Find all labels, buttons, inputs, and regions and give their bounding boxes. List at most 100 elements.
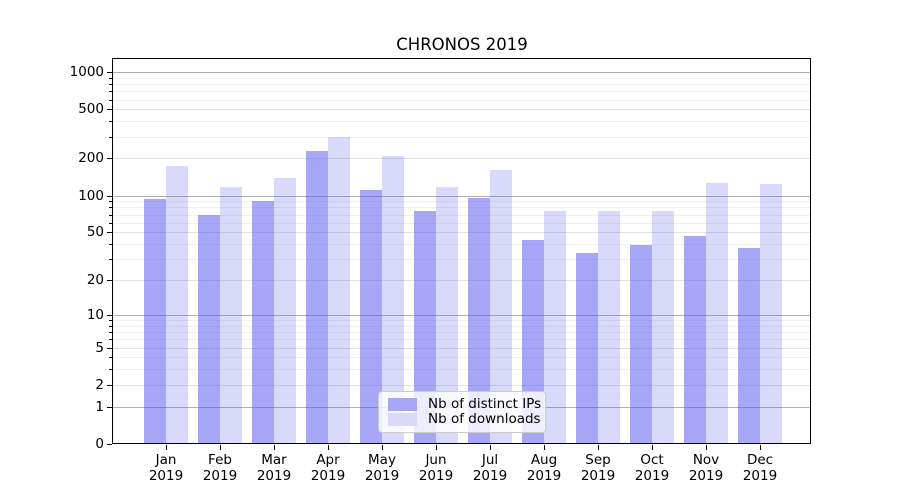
ytick-label-20: 20 <box>86 272 104 289</box>
ytick-mark-5 <box>107 347 112 349</box>
xtick-label-jan: Jan 2019 <box>148 452 184 484</box>
gridline-y-60 <box>113 222 810 224</box>
bar-nov-distinct-ips <box>684 235 706 444</box>
ytick-minor-400 <box>109 121 112 123</box>
xtick-label-apr: Apr 2019 <box>310 452 346 484</box>
gridline-y-1000 <box>113 72 810 73</box>
ytick-minor-9 <box>109 320 112 321</box>
gridline-y-10 <box>113 314 810 316</box>
ytick-label-100: 100 <box>78 187 104 204</box>
ytick-minor-60 <box>109 222 112 224</box>
bar-jul-downloads <box>490 170 512 444</box>
gridline-y-300 <box>113 136 810 138</box>
xtick-mark-apr <box>328 445 329 450</box>
ytick-mark-1 <box>107 406 112 408</box>
xtick-label-jul: Jul 2019 <box>472 452 508 484</box>
xtick-label-feb: Feb 2019 <box>202 452 238 484</box>
xtick-label-oct: Oct 2019 <box>634 452 670 484</box>
ytick-mark-200 <box>107 158 112 160</box>
xtick-label-mar: Mar 2019 <box>256 452 292 484</box>
bar-apr-distinct-ips <box>306 151 328 444</box>
gridline-y-100 <box>113 195 810 197</box>
ytick-label-500: 500 <box>78 101 104 118</box>
xtick-mark-nov <box>706 445 707 450</box>
xtick-mark-jul <box>490 445 491 450</box>
xtick-mark-jan <box>166 445 167 450</box>
bar-oct-downloads <box>652 210 674 444</box>
xtick-mark-aug <box>544 445 545 450</box>
ytick-mark-100 <box>107 195 112 197</box>
ytick-minor-90 <box>109 201 112 203</box>
gridline-y-400 <box>113 121 810 123</box>
ytick-mark-0 <box>107 444 112 445</box>
legend-swatch-downloads-icon <box>388 413 417 426</box>
ytick-mark-10 <box>107 314 112 316</box>
bar-feb-distinct-ips <box>198 215 220 444</box>
gridline-y-9 <box>113 320 810 321</box>
ytick-label-5: 5 <box>95 339 104 356</box>
gridline-y-200 <box>113 158 810 160</box>
ytick-minor-800 <box>109 84 112 85</box>
ytick-mark-500 <box>107 109 112 111</box>
xtick-mark-jun <box>436 445 437 450</box>
xtick-mark-may <box>382 445 383 450</box>
bar-sep-distinct-ips <box>576 252 598 444</box>
ytick-minor-8 <box>109 325 112 327</box>
legend-label-downloads: Nb of downloads <box>428 411 541 427</box>
gridline-y-50 <box>113 232 810 234</box>
xtick-mark-sep <box>598 445 599 450</box>
xtick-mark-dec <box>760 445 761 450</box>
bar-dec-downloads <box>760 184 782 444</box>
xtick-label-may: May 2019 <box>364 452 400 484</box>
legend: Nb of distinct IPs Nb of downloads <box>378 391 546 433</box>
bar-aug-downloads <box>544 210 566 444</box>
bar-jun-downloads <box>436 186 458 444</box>
gridline-y-2 <box>113 384 810 386</box>
xtick-label-jun: Jun 2019 <box>418 452 454 484</box>
gridline-y-80 <box>113 207 810 209</box>
bar-nov-downloads <box>706 182 728 444</box>
ytick-minor-30 <box>109 259 112 261</box>
gridline-y-20 <box>113 280 810 282</box>
xtick-mark-oct <box>652 445 653 450</box>
xtick-label-aug: Aug 2019 <box>526 452 562 484</box>
ytick-label-50: 50 <box>86 224 104 241</box>
bar-dec-distinct-ips <box>738 248 760 444</box>
ytick-minor-70 <box>109 214 112 216</box>
ytick-minor-4 <box>109 357 112 359</box>
gridline-y-6 <box>113 339 810 341</box>
legend-swatch-distinct-ips-icon <box>388 398 417 411</box>
bar-may-distinct-ips <box>360 189 382 444</box>
ytick-label-200: 200 <box>78 150 104 167</box>
xtick-mark-mar <box>274 445 275 450</box>
ytick-label-2: 2 <box>95 376 104 393</box>
bar-mar-downloads <box>274 178 296 444</box>
bar-may-downloads <box>382 156 404 444</box>
gridline-y-4 <box>113 357 810 359</box>
gridline-y-800 <box>113 84 810 85</box>
bar-oct-distinct-ips <box>630 245 652 444</box>
ytick-minor-3 <box>109 369 112 371</box>
ytick-label-10: 10 <box>86 306 104 323</box>
ytick-minor-900 <box>109 77 112 79</box>
bar-apr-downloads <box>328 136 350 444</box>
xtick-label-dec: Dec 2019 <box>742 452 778 484</box>
legend-label-distinct-ips: Nb of distinct IPs <box>428 396 542 412</box>
gridline-y-40 <box>113 244 810 245</box>
bar-jul-distinct-ips <box>468 197 490 444</box>
ytick-minor-80 <box>109 207 112 209</box>
gridline-y-600 <box>113 99 810 101</box>
ytick-minor-300 <box>109 136 112 138</box>
ytick-label-1000: 1000 <box>69 64 104 80</box>
ytick-mark-2 <box>107 384 112 386</box>
ytick-label-1: 1 <box>95 398 104 415</box>
gridline-y-500 <box>113 109 810 111</box>
xtick-mark-feb <box>220 445 221 450</box>
bar-jan-downloads <box>166 165 188 444</box>
ytick-mark-50 <box>107 232 112 234</box>
bar-jan-distinct-ips <box>144 199 166 444</box>
gridline-y-30 <box>113 259 810 261</box>
ytick-label-0: 0 <box>95 436 104 452</box>
gridline-y-7 <box>113 332 810 333</box>
bar-sep-downloads <box>598 210 620 444</box>
